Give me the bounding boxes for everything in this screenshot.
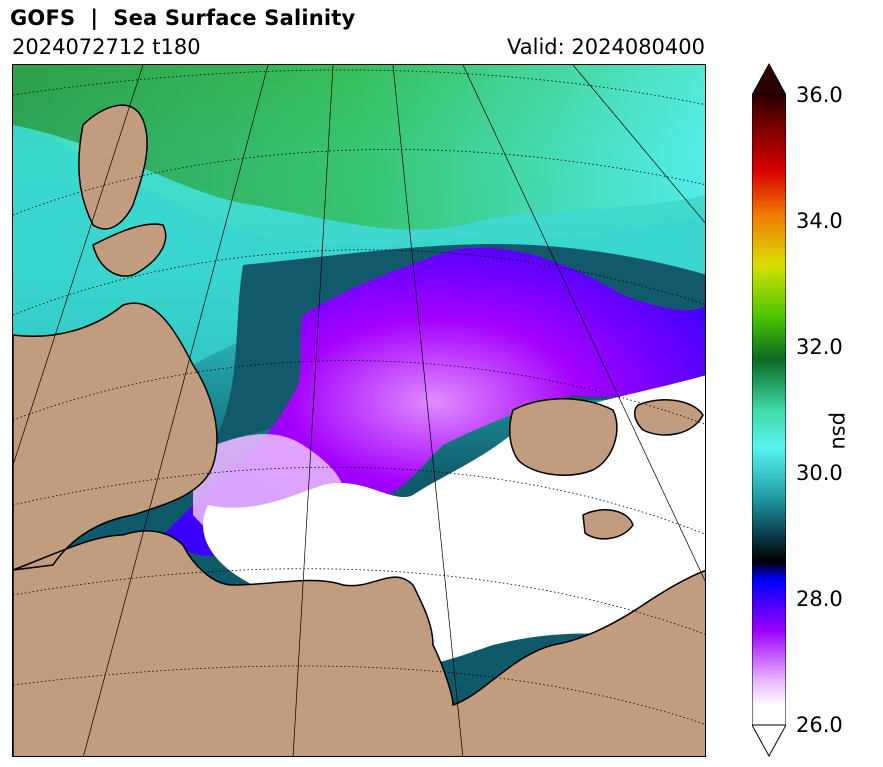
colorbar-tick-label: 34.0 xyxy=(796,209,843,233)
colorbar-tick-label: 32.0 xyxy=(796,335,843,359)
cyan-mid-band xyxy=(13,125,705,378)
novaya-zemlya-island xyxy=(78,104,148,230)
far-east-island xyxy=(633,399,704,436)
high-salinity-band xyxy=(13,65,705,230)
graticule xyxy=(13,69,705,725)
colorbar-tick-label: 28.0 xyxy=(796,587,843,611)
salinity-map xyxy=(12,64,706,757)
figure-title: GOFS | Sea Surface Salinity xyxy=(10,6,356,30)
small-island xyxy=(582,509,634,540)
colorbar-scale xyxy=(752,94,786,726)
colorbar-tick-label: 26.0 xyxy=(796,713,843,737)
colorbar-max-extension xyxy=(752,62,786,96)
colorbar-tick-label: 30.0 xyxy=(796,461,843,485)
northern-island xyxy=(92,223,167,277)
valid-time-label: Valid: 2024080400 xyxy=(507,35,705,59)
colorbar xyxy=(752,62,786,758)
colorbar-min-extension xyxy=(752,724,786,758)
init-time-label: 2024072712 t180 xyxy=(12,35,201,59)
colorbar-unit-label: psu xyxy=(828,412,852,450)
southern-land xyxy=(13,302,705,756)
meridians xyxy=(13,65,705,756)
colorbar-tick-label: 36.0 xyxy=(796,83,843,107)
eastern-island xyxy=(508,398,618,476)
